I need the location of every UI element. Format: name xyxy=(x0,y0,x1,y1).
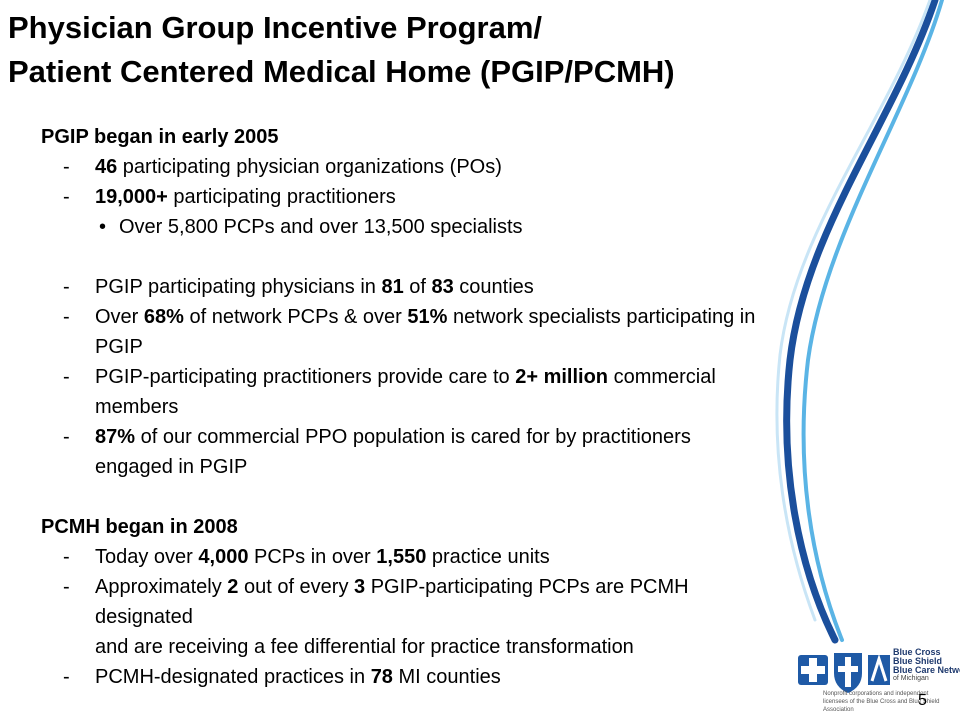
dash-marker: - xyxy=(63,366,70,388)
dash-marker: - xyxy=(63,276,70,298)
bullet-marker: • xyxy=(99,216,107,238)
pcmh-item-counties: - PCMH-designated practices in 78 MI cou… xyxy=(41,662,941,692)
pgip-item-network-share: - Over 68% of network PCPs & over 51% ne… xyxy=(41,302,941,362)
dash-marker: - xyxy=(63,426,70,448)
pgip-subitem-pcps-specialists: • Over 5,800 PCPs and over 13,500 specia… xyxy=(41,212,941,242)
dash-marker: - xyxy=(63,306,70,328)
slide-title-line-2: Patient Centered Medical Home (PGIP/PCMH… xyxy=(8,54,675,89)
logo-wordmark: Blue Cross Blue Shield Blue Care Network xyxy=(893,647,960,675)
pgip-heading: PGIP began in early 2005 xyxy=(41,126,279,148)
dash-marker: - xyxy=(63,666,70,688)
pgip-item-practitioners: - 19,000+ participating practitioners xyxy=(41,182,941,212)
pcmh-item-designated: - Approximately 2 out of every 3 PGIP-pa… xyxy=(41,572,941,662)
dash-marker: - xyxy=(63,576,70,598)
pgip-item-ppo-population: - 87% of our commercial PPO population i… xyxy=(41,422,941,482)
slide-content: PGIP began in early 2005 - 46 participat… xyxy=(41,122,941,692)
page-number: 5 xyxy=(918,692,927,709)
dash-marker: - xyxy=(63,156,70,178)
pcmh-item-pcps: - Today over 4,000 PCPs in over 1,550 pr… xyxy=(41,542,941,572)
pcmh-heading: PCMH began in 2008 xyxy=(41,516,238,538)
pgip-item-pos: - 46 participating physician organizatio… xyxy=(41,152,941,182)
dash-marker: - xyxy=(63,546,70,568)
bcbsm-logo xyxy=(798,653,890,693)
pgip-item-members: - PGIP-participating practitioners provi… xyxy=(41,362,941,422)
slide-title-line-1: Physician Group Incentive Program/ xyxy=(8,10,543,45)
pgip-item-counties: - PGIP participating physicians in 81 of… xyxy=(41,272,941,302)
logo-disclaimer: Nonprofit corporations and independent l… xyxy=(823,691,940,713)
dash-marker: - xyxy=(63,186,70,208)
logo-subtitle: of Michigan xyxy=(893,675,929,682)
